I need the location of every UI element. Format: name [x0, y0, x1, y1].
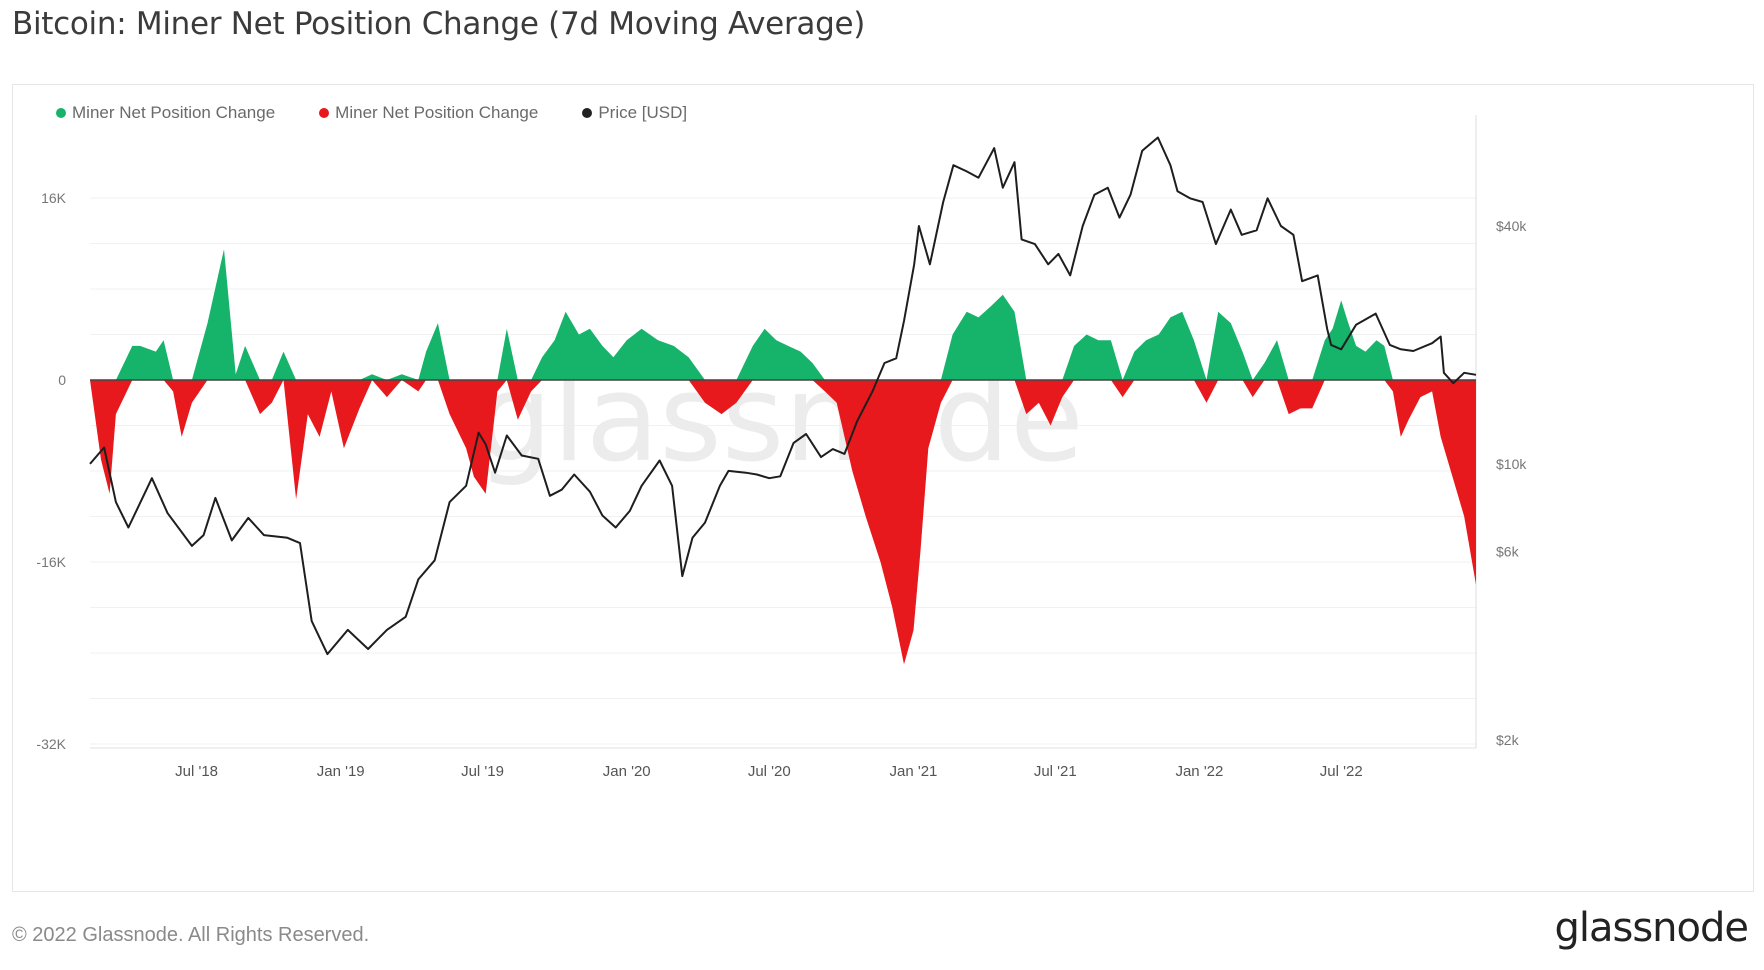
- price-tick-label: $6k: [1496, 544, 1520, 560]
- net-position-positive-area: [90, 249, 1476, 380]
- x-tick-label: Jul '21: [1034, 763, 1077, 780]
- x-tick-label: Jan '19: [317, 763, 365, 780]
- legend: Miner Net Position Change Miner Net Posi…: [56, 100, 687, 126]
- legend-dot-green-icon: [56, 108, 66, 118]
- x-tick-label: Jul '19: [461, 763, 504, 780]
- copyright-text: © 2022 Glassnode. All Rights Reserved.: [12, 924, 370, 946]
- y-tick-label: -32K: [36, 736, 66, 752]
- y-tick-label: 0: [58, 372, 66, 388]
- y-tick-label: 16K: [41, 190, 67, 206]
- x-tick-label: Jan '21: [889, 763, 937, 780]
- price-line: [89, 136, 1477, 656]
- x-tick-label: Jul '20: [748, 763, 791, 780]
- x-tick-label: Jan '22: [1175, 763, 1223, 780]
- legend-dot-black-icon: [582, 108, 593, 118]
- legend-item-negative[interactable]: Miner Net Position Change: [319, 100, 538, 126]
- legend-item-positive[interactable]: Miner Net Position Change: [56, 100, 275, 126]
- price-tick-label: $2k: [1496, 732, 1520, 748]
- legend-item-price[interactable]: Price [USD]: [582, 100, 687, 126]
- chart-title: Bitcoin: Miner Net Position Change (7d M…: [12, 6, 866, 42]
- legend-label: Price [USD]: [598, 103, 688, 122]
- price-tick-label: $40k: [1496, 218, 1527, 234]
- x-tick-label: Jul '22: [1320, 763, 1363, 780]
- legend-dot-red-icon: [319, 108, 330, 118]
- legend-label: Miner Net Position Change: [335, 103, 539, 122]
- brand-logo: glassnode: [1554, 905, 1749, 951]
- x-tick-label: Jan '20: [603, 763, 651, 780]
- x-tick-label: Jul '18: [175, 763, 218, 780]
- legend-label: Miner Net Position Change: [72, 103, 276, 122]
- y-tick-label: -16K: [36, 554, 66, 570]
- price-tick-label: $10k: [1496, 456, 1527, 472]
